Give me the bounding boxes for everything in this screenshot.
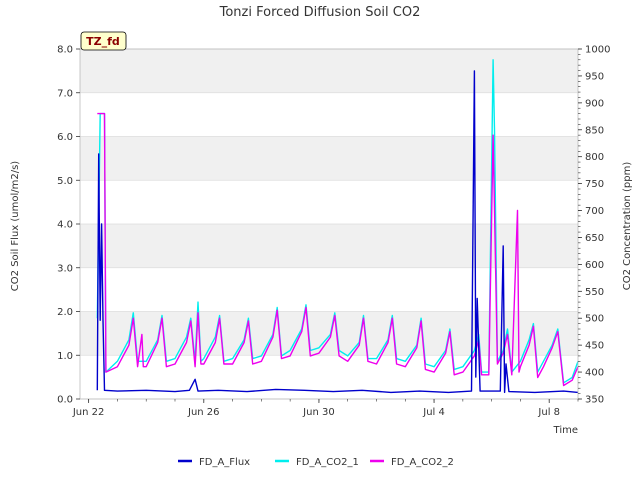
legend-label: FD_A_CO2_1 xyxy=(296,457,359,468)
y-right-tick-label: 950 xyxy=(585,71,604,82)
band-grey xyxy=(80,136,578,181)
y-left-tick-label: 5.0 xyxy=(57,176,73,187)
series-layer xyxy=(96,59,579,394)
x-axis: Jun 22 Jun 26 Jun 30 Jul 4 Jul 8 xyxy=(72,399,579,418)
x-tick-label: Jun 26 xyxy=(187,407,220,418)
badge-label: TZ_fd xyxy=(86,35,120,48)
y-right-tick-label: 700 xyxy=(585,206,604,217)
y-left-tick-label: 6.0 xyxy=(57,132,73,143)
legend-label: FD_A_Flux xyxy=(199,457,250,468)
y-right-tick-label: 800 xyxy=(585,152,604,163)
badge: TZ_fd xyxy=(80,31,127,51)
y-left-tick-label: 3.0 xyxy=(57,263,73,274)
y-right-tick-label: 750 xyxy=(585,179,604,190)
y-right-tick-label: 350 xyxy=(585,395,604,406)
y-left-tick-label: 2.0 xyxy=(57,307,73,318)
y-right-tick-label: 550 xyxy=(585,287,604,298)
y-left-tick-label: 1.0 xyxy=(57,351,73,362)
x-axis-label: Time xyxy=(553,425,578,436)
series-line-FD_A_CO2_2 xyxy=(97,112,579,387)
band-grey xyxy=(80,49,578,93)
y-right-tick-label: 450 xyxy=(585,341,604,352)
y-left-tick-label: 8.0 xyxy=(57,45,73,56)
y-axis-left-label: CO2 Soil Flux (umol/m2/s) xyxy=(10,161,21,291)
badge-box xyxy=(80,31,127,51)
y-left-tick-label: 7.0 xyxy=(57,88,73,99)
y-axis-right-label: CO2 Concentration (ppm) xyxy=(622,162,633,291)
chart-title: Tonzi Forced Diffusion Soil CO2 xyxy=(219,5,421,20)
y-axis-right: 350 400 450 500 550 600 650 700 750 800 850 900 950 1… xyxy=(578,45,610,406)
x-tick-label: Jul 4 xyxy=(422,407,445,418)
x-tick-label: Jun 22 xyxy=(72,407,105,418)
y-left-tick-label: 4.0 xyxy=(57,220,73,231)
y-right-tick-label: 1000 xyxy=(585,45,610,56)
x-tick-label: Jul 8 xyxy=(537,407,560,418)
y-right-tick-label: 650 xyxy=(585,233,604,244)
y-right-tick-label: 400 xyxy=(585,368,604,379)
y-right-tick-label: 850 xyxy=(585,125,604,136)
y-axis-left: 0.0 1.0 2.0 3.0 4.0 5.0 6.0 7.0 8.0 xyxy=(57,45,80,406)
series-line-FD_A_Flux xyxy=(96,70,579,394)
y-right-tick-label: 500 xyxy=(585,314,604,325)
legend-label: FD_A_CO2_2 xyxy=(391,457,454,468)
legend: FD_A_Flux FD_A_CO2_1 FD_A_CO2_2 xyxy=(178,457,454,468)
y-left-tick-label: 0.0 xyxy=(57,395,73,406)
y-right-tick-label: 600 xyxy=(585,260,604,271)
x-tick-label: Jun 30 xyxy=(302,407,335,418)
y-right-tick-label: 900 xyxy=(585,98,604,109)
